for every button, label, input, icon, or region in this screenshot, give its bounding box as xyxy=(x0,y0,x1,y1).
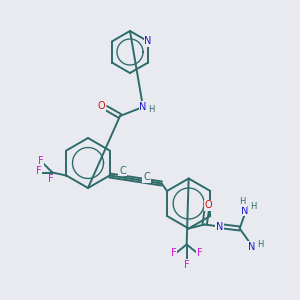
Text: O: O xyxy=(97,101,105,111)
Text: N: N xyxy=(145,37,152,46)
Text: F: F xyxy=(197,248,203,259)
Text: N: N xyxy=(241,206,248,215)
Text: N: N xyxy=(216,221,223,232)
Text: N: N xyxy=(139,102,147,112)
Text: N: N xyxy=(248,242,255,251)
Text: H: H xyxy=(250,202,257,211)
Text: C: C xyxy=(143,172,150,182)
Text: H: H xyxy=(257,240,264,249)
Text: O: O xyxy=(205,200,212,211)
Text: F: F xyxy=(171,248,176,259)
Text: F: F xyxy=(35,167,41,176)
Text: H: H xyxy=(239,197,246,206)
Text: F: F xyxy=(184,260,190,269)
Text: F: F xyxy=(38,157,43,166)
Text: F: F xyxy=(47,175,53,184)
Text: C: C xyxy=(119,166,126,176)
Text: H: H xyxy=(148,104,154,113)
